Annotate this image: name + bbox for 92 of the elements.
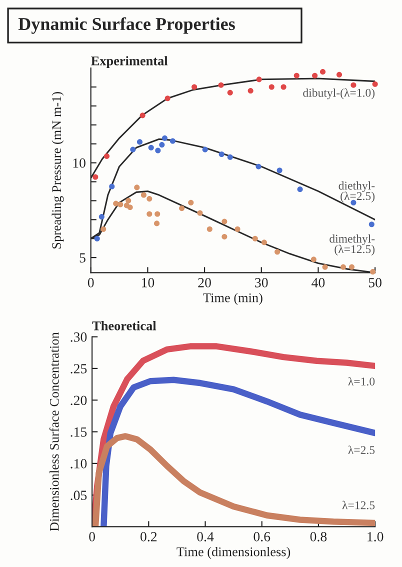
point bbox=[310, 256, 316, 262]
point bbox=[159, 142, 165, 148]
chart-subtitle: Experimental bbox=[91, 56, 168, 68]
point bbox=[218, 151, 224, 158]
x-tick-label: 0 bbox=[88, 278, 94, 288]
y-tick-label: .20 bbox=[70, 396, 87, 406]
point bbox=[170, 138, 176, 144]
chart-title: Dynamic Surface Properties bbox=[18, 17, 235, 34]
x-tick-label: 10 bbox=[142, 278, 154, 288]
point bbox=[227, 154, 233, 160]
point bbox=[320, 69, 326, 75]
x-tick-label: 0 bbox=[89, 532, 95, 542]
series-label: dibutyl-(λ=1.0) bbox=[303, 88, 375, 100]
point bbox=[179, 206, 185, 212]
point bbox=[154, 211, 160, 217]
point bbox=[322, 264, 328, 270]
x-tick-label: 1.0 bbox=[368, 532, 384, 542]
point bbox=[340, 264, 346, 270]
series-label: λ=12.5 bbox=[342, 500, 375, 510]
y-tick-label: .15 bbox=[70, 427, 87, 437]
point bbox=[164, 96, 170, 102]
point bbox=[155, 148, 161, 154]
point bbox=[202, 146, 208, 152]
point bbox=[98, 214, 104, 220]
point bbox=[350, 82, 356, 88]
point bbox=[234, 226, 240, 232]
y-tick-label: .10 bbox=[70, 459, 87, 468]
point bbox=[218, 82, 224, 88]
point bbox=[146, 196, 152, 202]
point bbox=[256, 76, 262, 82]
point bbox=[140, 112, 146, 118]
point bbox=[162, 135, 168, 141]
point bbox=[188, 200, 194, 206]
point bbox=[113, 200, 119, 206]
y-tick-label: .30 bbox=[70, 332, 87, 342]
y-tick-label: .25 bbox=[70, 364, 87, 374]
point bbox=[154, 220, 160, 226]
point bbox=[100, 226, 106, 232]
y-tick-label: .05 bbox=[70, 490, 87, 500]
x-tick-label: 40 bbox=[312, 278, 325, 288]
point bbox=[136, 139, 143, 145]
point bbox=[294, 72, 300, 78]
point bbox=[192, 84, 198, 90]
y-axis-title: Spreading Pressure (mN m-1) bbox=[52, 92, 64, 248]
point bbox=[268, 84, 274, 90]
series-label: λ=1.0 bbox=[348, 377, 375, 386]
x-tick-label: 0.2 bbox=[140, 532, 157, 542]
point bbox=[280, 84, 286, 90]
point bbox=[256, 164, 262, 170]
point bbox=[248, 88, 254, 94]
point bbox=[140, 192, 146, 198]
point bbox=[372, 81, 378, 87]
x-axis-title: Time (min) bbox=[203, 292, 262, 305]
point bbox=[127, 204, 133, 210]
point bbox=[297, 186, 303, 192]
point bbox=[227, 90, 233, 96]
point bbox=[197, 210, 203, 216]
point bbox=[92, 174, 98, 180]
point bbox=[146, 211, 152, 217]
series-label: dimethyl- (λ=12.5) bbox=[330, 234, 375, 256]
series-label: diethyl- (λ=2.5) bbox=[338, 181, 375, 202]
x-tick-label: 20 bbox=[198, 278, 211, 288]
series-label: λ=2.5 bbox=[348, 446, 375, 454]
x-tick-label: 0.8 bbox=[310, 532, 327, 542]
point bbox=[104, 153, 110, 159]
point bbox=[276, 168, 282, 174]
x-axis-title: Time (dimensionless) bbox=[176, 546, 290, 559]
point bbox=[336, 72, 342, 78]
x-tick-label: 0.4 bbox=[197, 532, 214, 542]
point bbox=[222, 234, 228, 240]
point bbox=[312, 72, 318, 78]
y-axis-title: Dimensionless Surface Concentration bbox=[49, 332, 59, 532]
point bbox=[118, 202, 124, 208]
point bbox=[148, 144, 154, 150]
point bbox=[348, 264, 355, 270]
point bbox=[261, 240, 267, 246]
x-tick-label: 0.6 bbox=[254, 532, 270, 542]
x-tick-label: 50 bbox=[368, 278, 382, 288]
point bbox=[252, 236, 258, 242]
point bbox=[134, 184, 140, 190]
point bbox=[130, 146, 136, 152]
point bbox=[274, 249, 280, 255]
point bbox=[109, 184, 115, 190]
point bbox=[126, 198, 132, 204]
point bbox=[222, 218, 228, 224]
x-tick-label: 30 bbox=[255, 278, 268, 288]
point bbox=[368, 222, 374, 228]
point bbox=[206, 226, 212, 232]
point bbox=[94, 236, 100, 242]
y-tick-label: 10 bbox=[73, 158, 86, 168]
chart-title: Theoretical bbox=[92, 321, 156, 330]
y-tick-label: 5 bbox=[80, 253, 86, 263]
